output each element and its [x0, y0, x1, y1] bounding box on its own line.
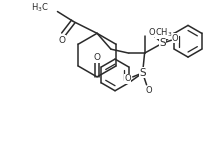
Text: CH$_3$: CH$_3$: [156, 26, 173, 39]
Text: O: O: [145, 86, 152, 95]
Text: S: S: [139, 68, 146, 78]
Text: S: S: [159, 38, 166, 48]
Text: H$_3$C: H$_3$C: [31, 1, 49, 14]
Text: O: O: [148, 28, 155, 37]
Text: O: O: [172, 34, 179, 43]
Text: O: O: [94, 53, 101, 62]
Text: O: O: [59, 36, 66, 45]
Text: O: O: [124, 74, 131, 83]
